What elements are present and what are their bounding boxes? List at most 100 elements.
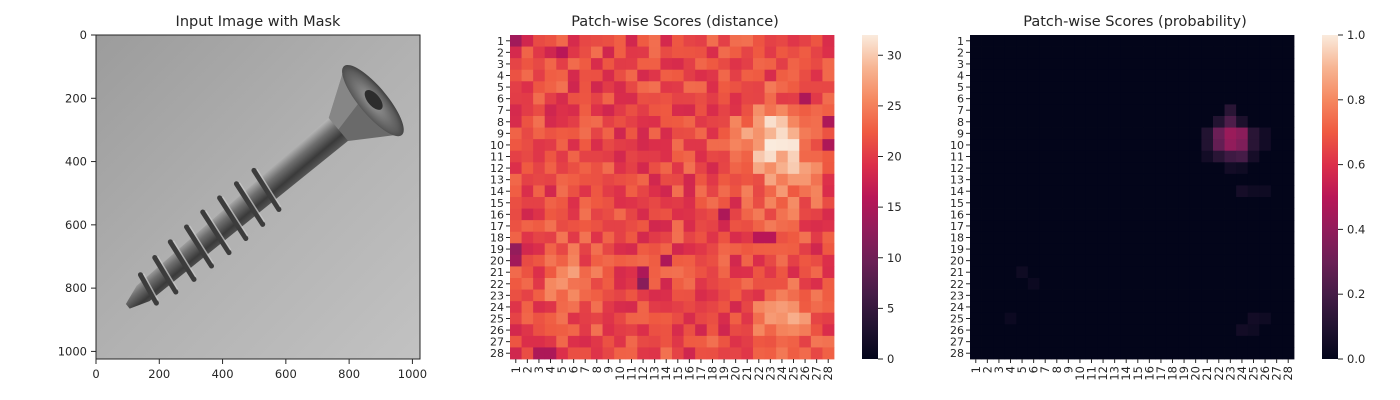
heatmap-cell — [729, 243, 742, 256]
heatmap-cell — [1282, 69, 1295, 82]
heatmap-cell — [1143, 301, 1156, 314]
heatmap-cell — [741, 243, 754, 256]
heatmap-cell — [1270, 69, 1283, 82]
heatmap-cell — [1085, 81, 1098, 94]
heatmap-cell — [1051, 69, 1063, 82]
heatmap-cell — [1039, 324, 1052, 337]
heatmap-cell — [544, 139, 557, 152]
heatmap-cell — [1155, 208, 1168, 221]
heatmap-cell — [1016, 266, 1029, 279]
heatmap-cell — [533, 289, 546, 302]
heatmap-cell — [637, 208, 650, 221]
heatmap-cell — [614, 266, 627, 279]
heatmap-cell — [1132, 173, 1144, 186]
colorbar-tick-label: 0.4 — [1347, 222, 1365, 236]
heatmap-cell — [1189, 347, 1202, 360]
heatmap-cell — [799, 104, 812, 117]
heatmap-cell — [1062, 127, 1075, 140]
heatmap-cell — [993, 197, 1006, 209]
heatmap-cell — [1143, 104, 1156, 117]
heatmap-cell — [787, 301, 800, 314]
heatmap-cell — [970, 69, 982, 82]
heatmap-cell — [591, 46, 603, 59]
heatmap-cell — [510, 81, 522, 94]
heatmap-cell — [1027, 116, 1040, 128]
heatmap-cell — [637, 197, 650, 209]
image-x-tick-label: 200 — [148, 367, 170, 381]
heatmap-cell — [1189, 127, 1202, 140]
heatmap-cell — [660, 92, 673, 105]
heatmap-cell — [729, 162, 742, 175]
heatmap-cell — [695, 220, 708, 233]
heatmap-cell — [591, 92, 603, 105]
heatmap-cell — [1039, 162, 1052, 175]
heatmap-cell — [672, 301, 684, 314]
heatmap-cell — [625, 46, 638, 59]
col-tick-label: 11 — [625, 366, 639, 381]
heatmap-cell — [521, 162, 534, 175]
heatmap-cell — [579, 46, 592, 59]
heatmap-cell — [567, 81, 580, 94]
heatmap-cell — [1062, 208, 1075, 221]
heatmap-cell — [764, 116, 777, 128]
heatmap-cell — [1247, 116, 1260, 128]
heatmap-cell — [799, 312, 812, 325]
heatmap-cell — [1201, 231, 1214, 244]
heatmap-cell — [1085, 324, 1098, 337]
heatmap-cell — [1108, 185, 1121, 198]
heatmap-cell — [822, 81, 835, 94]
heatmap-cell — [1282, 335, 1295, 348]
heatmap-cell — [981, 335, 994, 348]
heatmap-cell — [1270, 92, 1283, 105]
heatmap-cell — [533, 301, 546, 314]
heatmap-cell — [706, 335, 719, 348]
heatmap-cell — [1016, 150, 1029, 163]
heatmap-cell — [1282, 92, 1295, 105]
heatmap-cell — [1039, 312, 1052, 325]
heatmap-cell — [753, 127, 765, 140]
heatmap-cell — [544, 324, 557, 337]
heatmap-cell — [981, 231, 994, 244]
heatmap-cell — [1189, 301, 1202, 314]
heatmap-cell — [672, 185, 684, 198]
col-tick-label: 4 — [1004, 366, 1018, 373]
image-y-tick-label: 1000 — [58, 344, 87, 358]
heatmap-cell — [1062, 173, 1075, 186]
heatmap-cell — [981, 185, 994, 198]
heatmap-cell — [776, 58, 789, 71]
col-tick-label: 8 — [590, 366, 604, 373]
distance-col-ticks: 1234567891011121314151617181920212223242… — [509, 359, 835, 381]
heatmap-cell — [672, 58, 684, 71]
row-tick-label: 17 — [490, 220, 504, 233]
heatmap-cell — [1120, 185, 1133, 198]
heatmap-cell — [567, 220, 580, 233]
heatmap-cell — [787, 92, 800, 105]
heatmap-cell — [544, 289, 557, 302]
heatmap-cell — [672, 243, 684, 256]
image-axes-frame — [95, 34, 421, 360]
heatmap-cell — [1097, 185, 1110, 198]
heatmap-cell — [1178, 208, 1191, 221]
heatmap-cell — [1027, 347, 1040, 360]
heatmap-cell — [776, 312, 789, 325]
heatmap-cell — [787, 289, 800, 302]
heatmap-cell — [718, 69, 731, 82]
heatmap-cell — [544, 301, 557, 314]
heatmap-cell — [1132, 278, 1144, 290]
heatmap-cell — [729, 69, 742, 82]
heatmap-cell — [1108, 46, 1121, 59]
heatmap-cell — [729, 254, 742, 267]
row-tick-label: 24 — [490, 301, 504, 314]
col-tick-label: 28 — [1281, 366, 1295, 381]
heatmap-cell — [1189, 116, 1202, 128]
col-tick-label: 21 — [1200, 366, 1214, 381]
heatmap-cell — [1120, 116, 1133, 128]
heatmap-cell — [695, 197, 708, 209]
heatmap-cell — [602, 139, 615, 152]
heatmap-cell — [706, 104, 719, 117]
heatmap-cell — [683, 150, 696, 163]
heatmap-cell — [567, 150, 580, 163]
heatmap-cell — [1074, 335, 1087, 348]
heatmap-cell — [799, 58, 812, 71]
heatmap-cell — [970, 116, 982, 128]
